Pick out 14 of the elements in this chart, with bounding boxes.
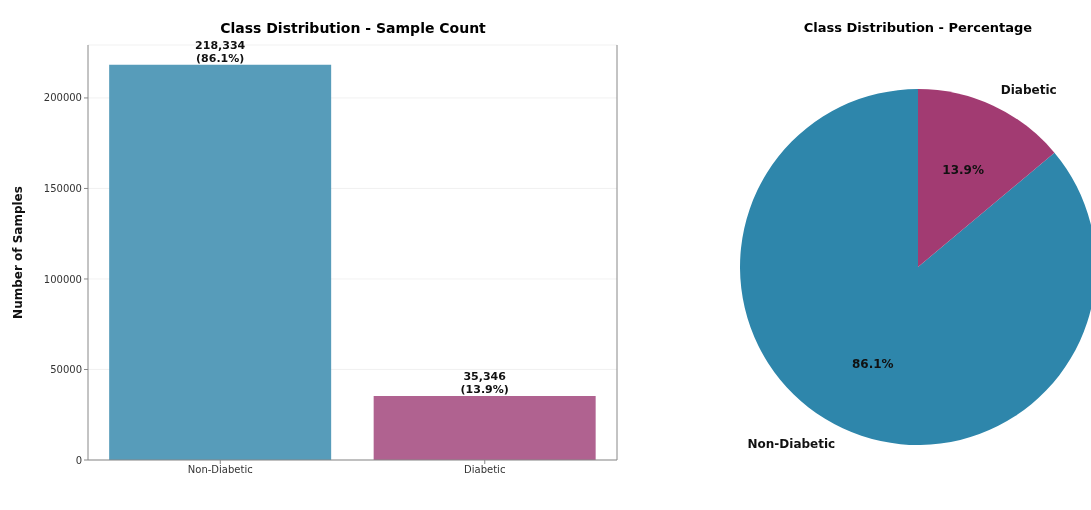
y-tick-label: 0 bbox=[75, 454, 82, 466]
y-tick-label: 100000 bbox=[43, 273, 82, 285]
data-label: 86.1% bbox=[852, 356, 894, 371]
chart-title: Class Distribution - Percentage bbox=[802, 20, 1034, 35]
chart-title: Class Distribution - Sample Count bbox=[219, 20, 487, 36]
y-tick-label: 200000 bbox=[43, 92, 82, 104]
slice-label: Diabetic bbox=[1000, 82, 1057, 97]
y-tick-label: 50000 bbox=[50, 364, 82, 376]
y-axis-title: Number of Samples bbox=[11, 186, 26, 319]
data-label: 35,346 (13.9%) bbox=[460, 370, 509, 397]
y-tick-label: 150000 bbox=[43, 183, 82, 195]
data-label: 13.9% bbox=[942, 163, 984, 178]
data-label: 218,334 (86.1%) bbox=[195, 38, 246, 65]
slice-label: Non-Diabetic bbox=[747, 437, 836, 452]
